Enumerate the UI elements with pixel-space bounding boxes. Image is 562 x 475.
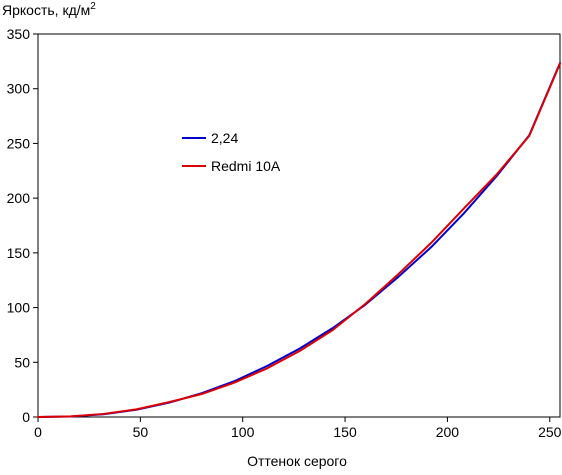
y-tick-label: 50 [14, 354, 30, 370]
series-line-1 [37, 62, 561, 418]
y-tick-label: 300 [7, 81, 31, 97]
x-axis-title: Оттенок серого [247, 453, 347, 469]
x-tick-label: 0 [34, 424, 42, 440]
x-tick-label: 100 [231, 424, 255, 440]
x-tick-label: 150 [333, 424, 357, 440]
y-tick-label: 100 [7, 300, 31, 316]
y-tick-label: 200 [7, 190, 31, 206]
y-tick-label: 350 [7, 26, 31, 42]
legend-label-2: Redmi 10A [211, 158, 281, 174]
y-tick-label: 0 [22, 409, 30, 425]
x-tick-label: 200 [436, 424, 460, 440]
plot-frame [37, 33, 561, 418]
series-line-2 [37, 62, 561, 418]
x-tick-label: 50 [133, 424, 149, 440]
y-axis-title-sup: 2 [90, 1, 96, 12]
x-tick-label: 250 [538, 424, 562, 440]
plot-layer: 0 50 100 150 200 250 0 50 100 150 200 250 300 350 2,24… [7, 26, 562, 440]
y-axis-title-main: Яркость, кд/м [2, 2, 90, 18]
y-tick-label: 150 [7, 245, 31, 261]
legend-label-1: 2,24 [211, 130, 238, 146]
y-tick-label: 250 [7, 135, 31, 151]
y-axis-title: Яркость, кд/м2 [2, 1, 96, 18]
